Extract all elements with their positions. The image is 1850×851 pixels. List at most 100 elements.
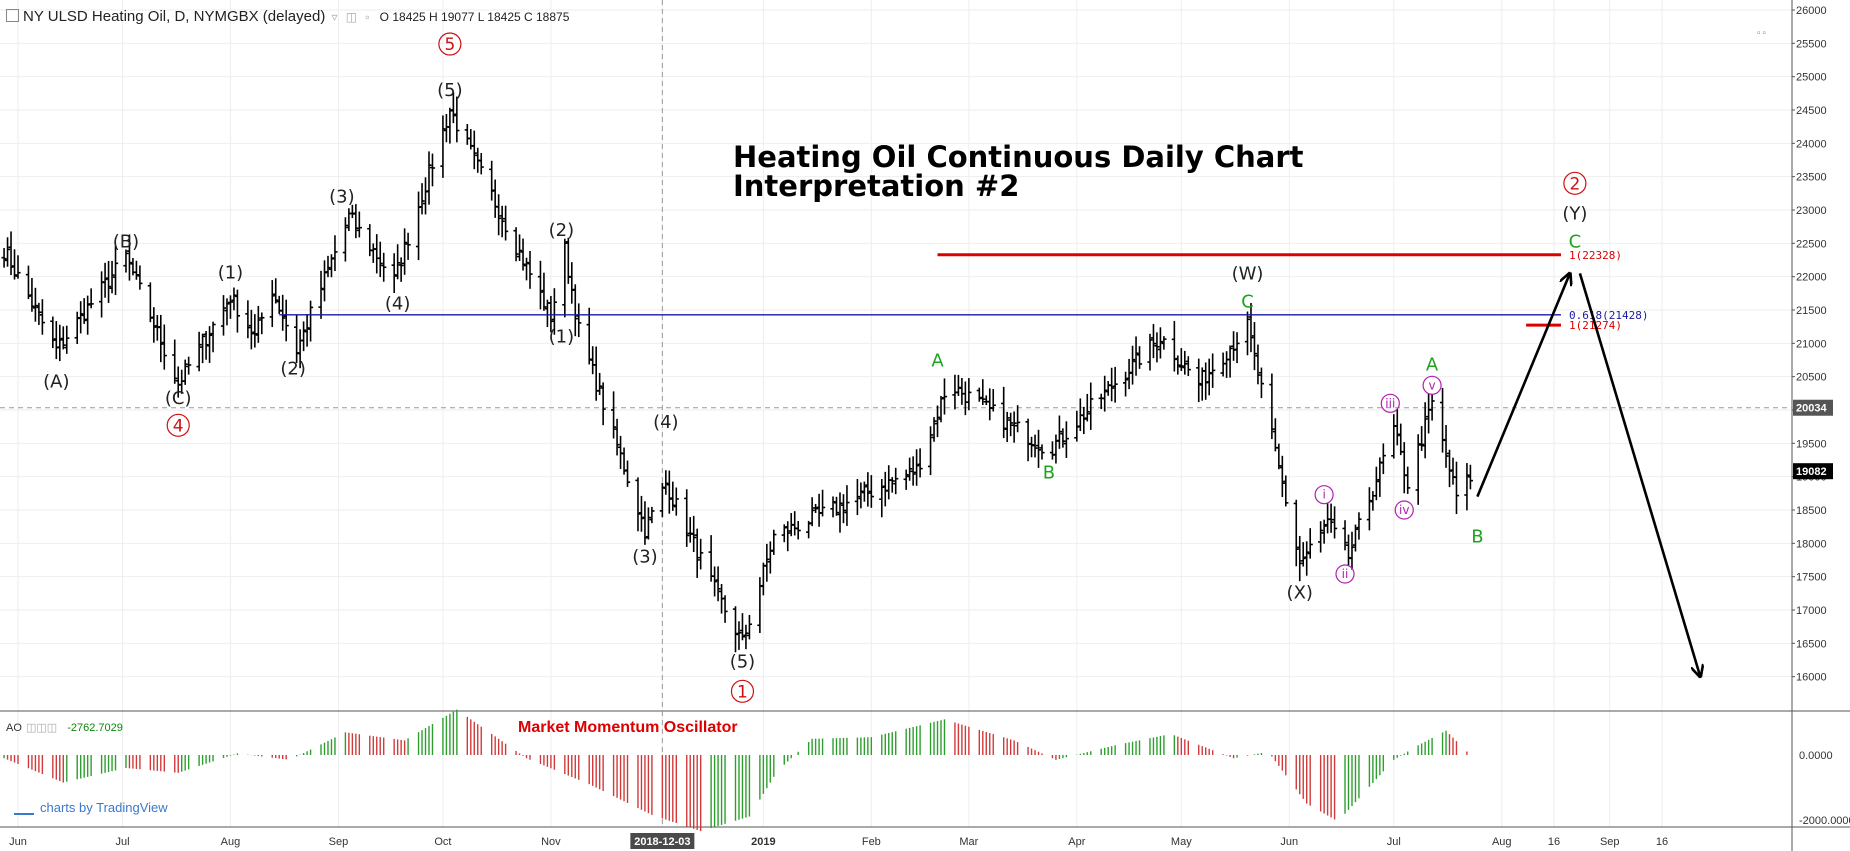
ohlc-bar xyxy=(255,305,261,343)
oscillator-header: AO ◫◫◫ -2762.7029 xyxy=(6,721,123,734)
wave-text: (X) xyxy=(1287,583,1313,604)
ohlc-bar xyxy=(910,456,916,486)
ohlc-bar xyxy=(934,405,941,438)
ohlc-bar xyxy=(663,470,669,495)
time-tick-label: Jun xyxy=(9,836,27,848)
price-tick-label: 23500 xyxy=(1796,172,1827,184)
chart-annotation-title: Heating Oil Continuous Daily Chart Inter… xyxy=(733,143,1304,201)
time-tick-label: Aug xyxy=(1492,836,1512,848)
wave-label: (5) xyxy=(437,80,463,101)
ohlc-bar xyxy=(1422,402,1428,459)
crosshair-date-bg xyxy=(630,833,695,849)
wave-text: (5) xyxy=(437,80,463,101)
oscillator-tick-label: -2000.0000 xyxy=(1799,815,1850,827)
last-tag-text: 19082 xyxy=(1796,466,1827,478)
ohlc-bar xyxy=(1429,394,1435,421)
last-tag-bg xyxy=(1793,463,1833,480)
ohlc-bar xyxy=(586,307,592,365)
ohlc-bar xyxy=(32,287,39,322)
ohlc-bar xyxy=(426,151,432,205)
ohlc-bar xyxy=(186,356,192,375)
ohlc-bar xyxy=(732,606,739,653)
ohlc-bar xyxy=(1060,428,1066,448)
price-tick-label: 22500 xyxy=(1796,238,1827,250)
ohlc-bar xyxy=(1234,332,1240,364)
layout-icons[interactable]: ▫▫ xyxy=(1757,28,1769,39)
ohlc-bar xyxy=(938,395,944,423)
level-label: 1(22328) xyxy=(1569,249,1622,262)
ohlc-bar xyxy=(496,194,502,236)
ohlc-bar xyxy=(1056,415,1063,449)
ohlc-bar xyxy=(868,475,874,508)
wave-label: (1) xyxy=(218,263,244,284)
oscillator-value: -2762.7029 xyxy=(67,722,123,734)
oscillator-name[interactable]: AO xyxy=(6,722,22,734)
wave-circle xyxy=(1314,485,1334,505)
time-tick-label: Jun xyxy=(1280,836,1298,848)
time-tick-label: 16 xyxy=(1548,836,1560,848)
ohlc-bar xyxy=(1178,348,1184,371)
settings-icon[interactable]: ▿ xyxy=(331,10,338,24)
ohlc-bar xyxy=(1133,336,1139,376)
price-tick-label: 25500 xyxy=(1796,38,1827,50)
ohlc-bar xyxy=(450,91,456,124)
time-tick-label: Sep xyxy=(329,836,349,848)
ohlc-bar xyxy=(1394,409,1400,446)
ohlc-bar xyxy=(1328,503,1334,533)
eye-icon[interactable]: ◫ xyxy=(345,10,358,24)
price-tick-label: 17500 xyxy=(1796,572,1827,584)
ohlc-bar xyxy=(739,613,746,641)
ohlc-bar xyxy=(1467,464,1474,490)
wave-text: (B) xyxy=(113,231,139,252)
ohlc-bar xyxy=(109,260,115,294)
tradingview-logo[interactable]: charts by TradingView xyxy=(14,800,168,815)
wave-label: 4 xyxy=(166,413,190,437)
ohlc-bar xyxy=(715,566,721,602)
tradingview-icon xyxy=(14,803,34,815)
ohlc-bar xyxy=(248,309,254,350)
wave-label: (A) xyxy=(43,371,69,392)
wave-label: C xyxy=(1569,231,1582,252)
wave-text: 1 xyxy=(737,682,748,702)
ohlc-bar xyxy=(307,300,314,342)
ohlc-bar xyxy=(471,130,477,170)
ohlc-bar xyxy=(440,115,446,178)
wave-text: B xyxy=(1471,527,1483,548)
collapse-toggle[interactable] xyxy=(6,9,19,22)
wave-label: A xyxy=(931,351,944,372)
last-price-tag: 19082 xyxy=(1793,463,1833,480)
price-tick-label: 23000 xyxy=(1796,205,1827,217)
time-tick-label: Sep xyxy=(1600,836,1620,848)
ohlc-bar xyxy=(1063,421,1069,458)
oscillator-settings-icon[interactable]: ◫◫◫ xyxy=(25,722,58,734)
close-icon[interactable]: ▫ xyxy=(365,10,370,24)
ohlc-bar xyxy=(722,595,728,623)
ohlc-bar xyxy=(649,506,655,524)
ohlc-readout: O 18425 H 19077 L 18425 C 18875 xyxy=(379,10,570,24)
wave-text: (3) xyxy=(329,187,355,208)
ohlc-bar xyxy=(1088,382,1094,430)
ohlc-bar xyxy=(537,260,544,310)
ohlc-bar xyxy=(1464,463,1470,511)
ohlc-bar xyxy=(1004,411,1010,443)
wave-label: 2 xyxy=(1563,171,1587,195)
price-tick-label: 19500 xyxy=(1796,438,1827,450)
wave-circle xyxy=(730,679,755,703)
ohlc-bar xyxy=(196,331,202,372)
wave-label: B xyxy=(1471,527,1483,548)
symbol-title[interactable]: NY ULSD Heating Oil, D, NYMGBX (delayed) xyxy=(23,8,326,25)
ohlc-bar xyxy=(60,326,66,350)
ohlc-bar xyxy=(102,262,108,298)
ohlc-bar xyxy=(1300,542,1306,567)
wave-label: (5) xyxy=(730,651,756,672)
ohlc-bar xyxy=(746,614,753,640)
ohlc-bar xyxy=(398,257,404,282)
ohlc-bar xyxy=(325,255,331,278)
chart-header: NY ULSD Heating Oil, D, NYMGBX (delayed)… xyxy=(6,8,569,25)
ohlc-bar xyxy=(781,524,787,543)
wave-label: i xyxy=(1314,485,1334,505)
ohlc-bar xyxy=(1307,528,1313,559)
ohlc-bar xyxy=(670,481,676,511)
wave-label: A xyxy=(1426,355,1439,376)
